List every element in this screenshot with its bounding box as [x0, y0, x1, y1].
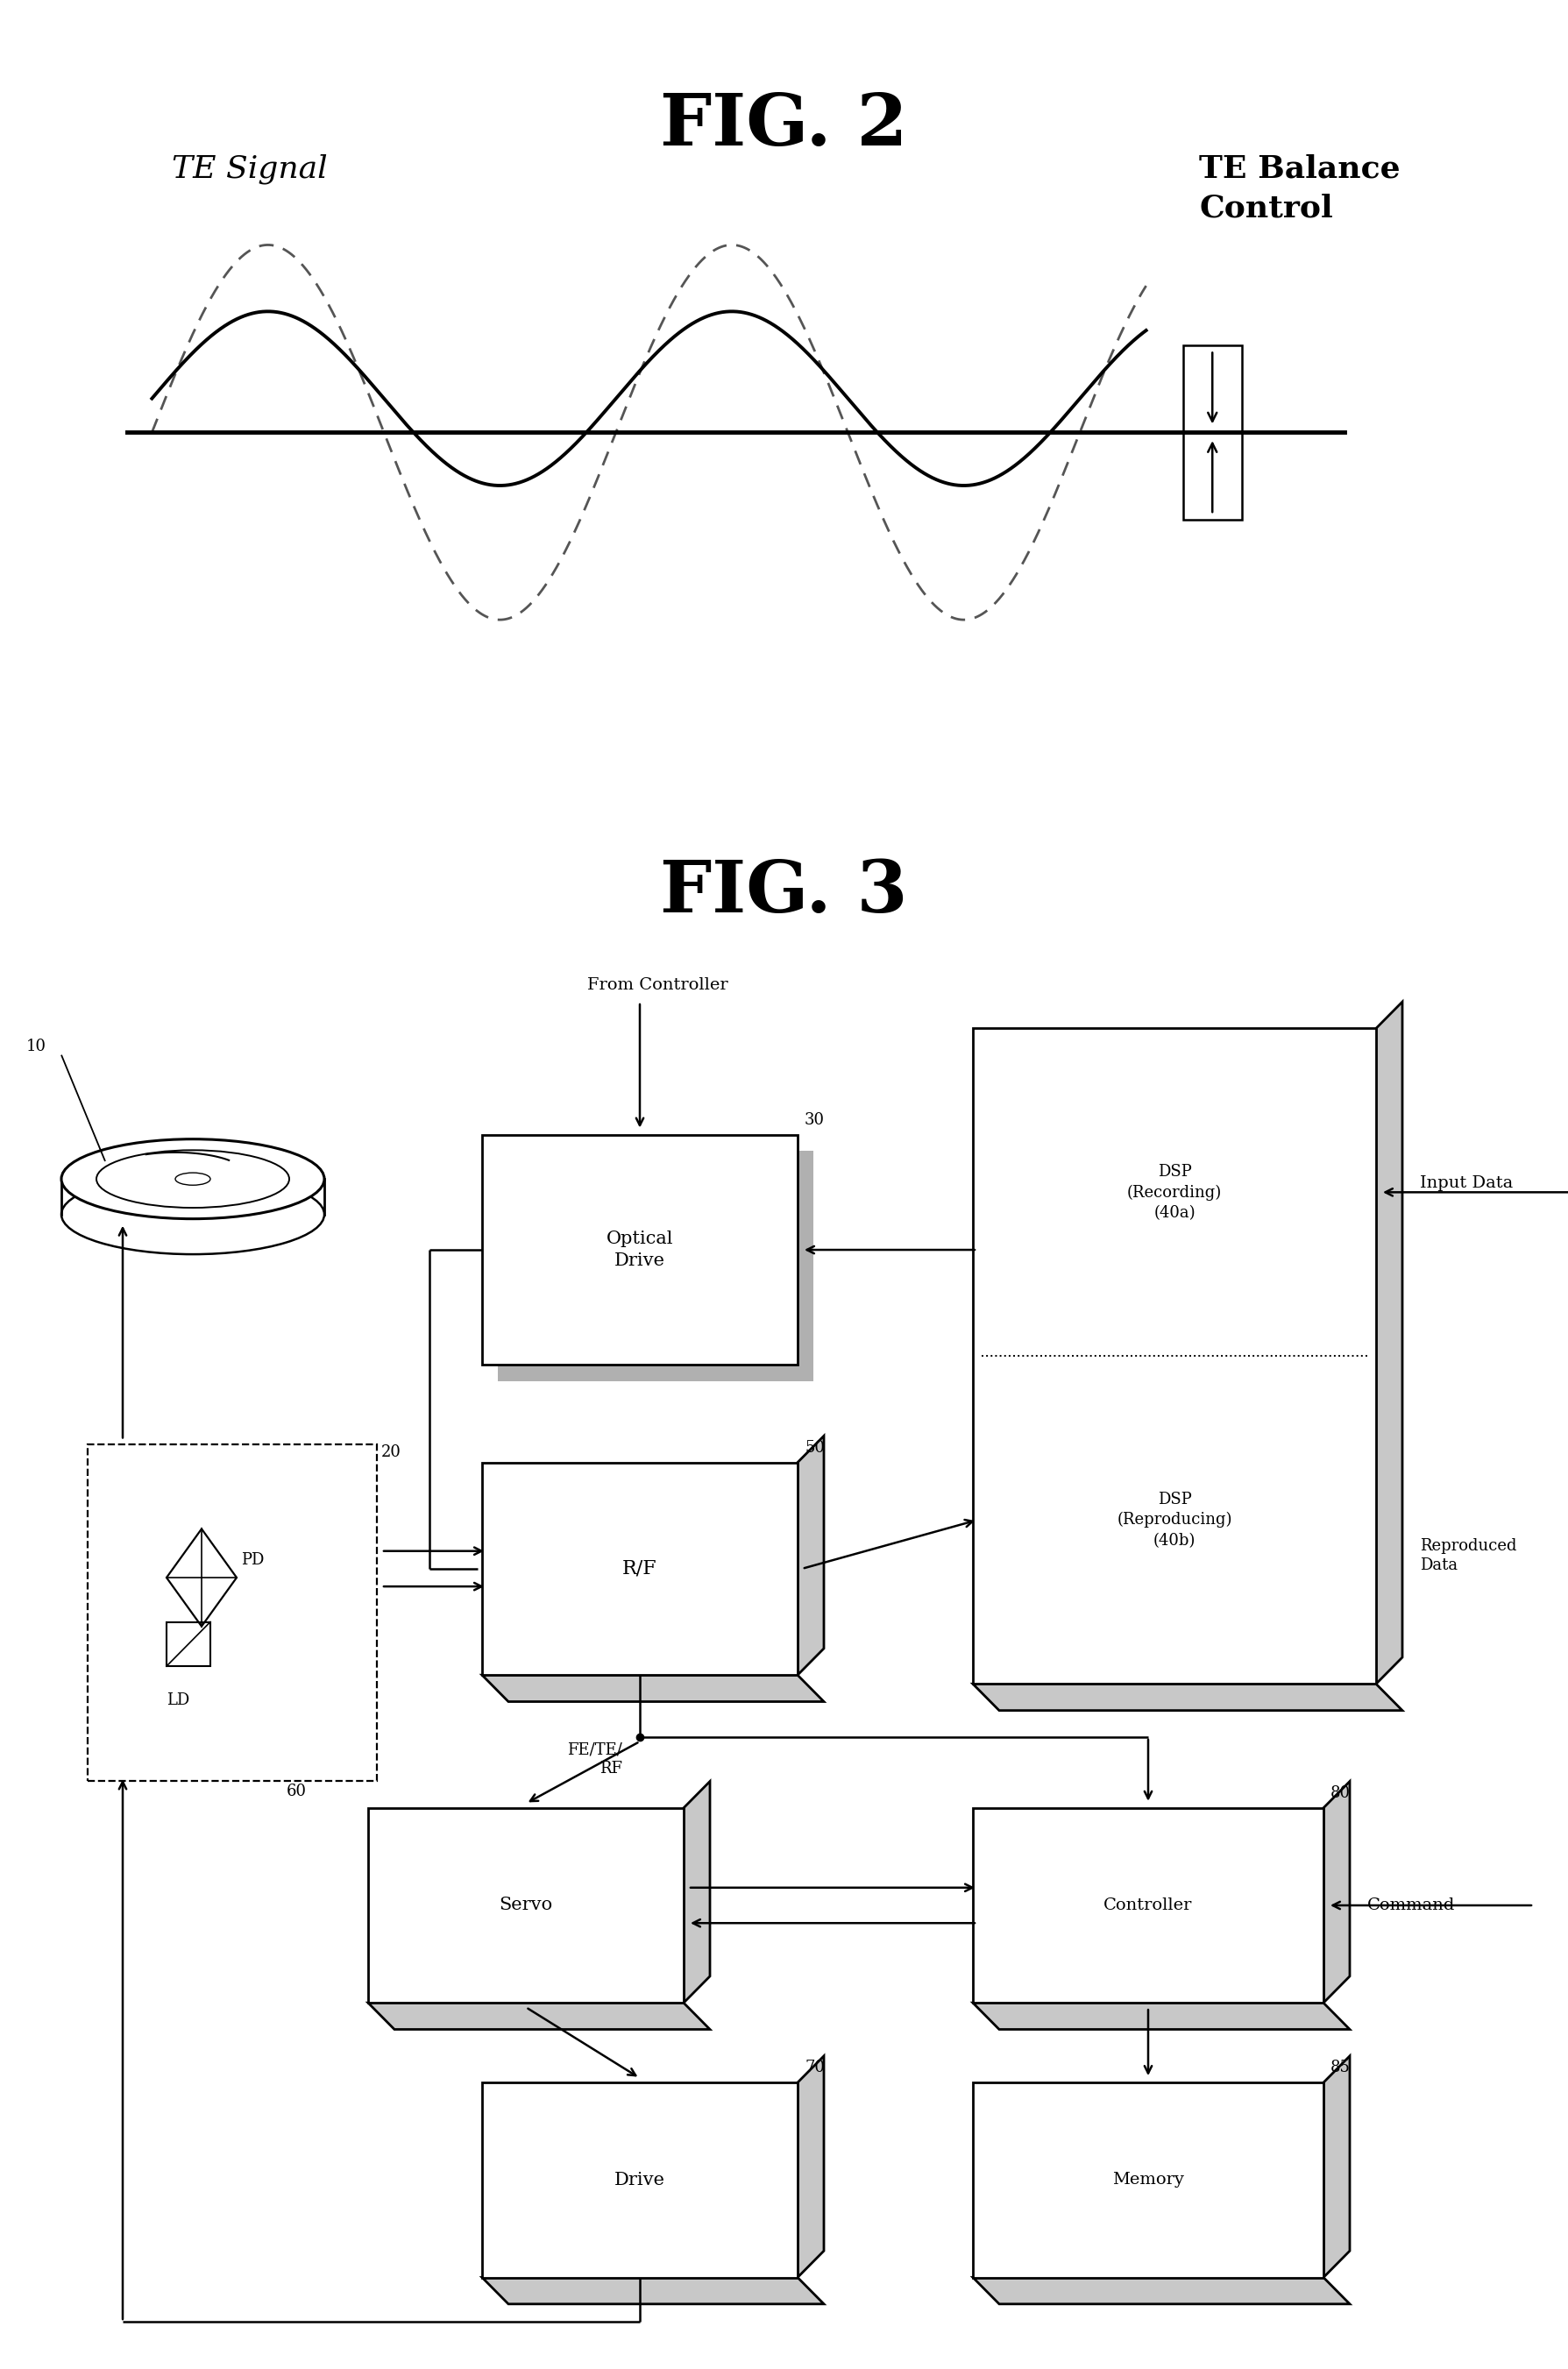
- Bar: [481, 1462, 798, 1675]
- Bar: [166, 1623, 210, 1665]
- Text: 50: 50: [804, 1440, 825, 1455]
- Text: Command: Command: [1367, 1898, 1455, 1914]
- Text: TE Signal: TE Signal: [172, 154, 328, 185]
- Bar: [972, 1028, 1377, 1684]
- Polygon shape: [972, 2002, 1350, 2030]
- Ellipse shape: [176, 1173, 210, 1184]
- Text: 70: 70: [804, 2059, 825, 2075]
- Polygon shape: [684, 1781, 710, 2002]
- Text: FE/TE/
RF: FE/TE/ RF: [568, 1741, 622, 1777]
- Text: 80: 80: [1331, 1786, 1350, 1800]
- Text: FIG. 2: FIG. 2: [660, 90, 908, 161]
- Bar: [1184, 346, 1242, 519]
- Polygon shape: [972, 1684, 1402, 1710]
- Polygon shape: [1323, 1781, 1350, 2002]
- Text: Servo: Servo: [499, 1898, 552, 1914]
- Polygon shape: [972, 2277, 1350, 2305]
- Text: Controller: Controller: [1104, 1898, 1193, 1914]
- Ellipse shape: [61, 1175, 325, 1253]
- Text: 10: 10: [27, 1038, 47, 1054]
- Text: From Controller: From Controller: [586, 976, 728, 993]
- Bar: [972, 1808, 1323, 2002]
- Text: LD: LD: [166, 1694, 190, 1708]
- Text: 20: 20: [381, 1445, 401, 1462]
- Polygon shape: [798, 1436, 823, 1675]
- Text: Drive: Drive: [615, 2172, 665, 2189]
- Text: R/F: R/F: [622, 1559, 657, 1578]
- Text: PD: PD: [241, 1552, 263, 1568]
- Polygon shape: [798, 2056, 823, 2277]
- Bar: [481, 2082, 798, 2277]
- Bar: [88, 1445, 376, 1781]
- Text: 85: 85: [1331, 2059, 1350, 2075]
- Ellipse shape: [61, 1139, 325, 1218]
- Text: Reproduced
Data: Reproduced Data: [1421, 1537, 1516, 1573]
- Bar: [972, 2082, 1323, 2277]
- Text: Memory: Memory: [1112, 2172, 1184, 2189]
- Text: 30: 30: [804, 1111, 825, 1128]
- Text: DSP
(Reproducing)
(40b): DSP (Reproducing) (40b): [1116, 1492, 1232, 1549]
- Text: TE Balance
Control: TE Balance Control: [1200, 154, 1400, 223]
- Polygon shape: [481, 2277, 823, 2305]
- Bar: [481, 1135, 798, 1365]
- Text: DSP
(Recording)
(40a): DSP (Recording) (40a): [1127, 1163, 1221, 1220]
- Polygon shape: [481, 1675, 823, 1701]
- Text: 60: 60: [287, 1784, 307, 1798]
- Text: Optical
Drive: Optical Drive: [607, 1230, 673, 1270]
- Bar: [368, 1808, 684, 2002]
- Bar: [497, 1151, 814, 1381]
- Text: FIG. 3: FIG. 3: [660, 858, 908, 929]
- Polygon shape: [1377, 1002, 1402, 1684]
- Text: Input Data: Input Data: [1421, 1175, 1513, 1192]
- Polygon shape: [1323, 2056, 1350, 2277]
- Polygon shape: [368, 2002, 710, 2030]
